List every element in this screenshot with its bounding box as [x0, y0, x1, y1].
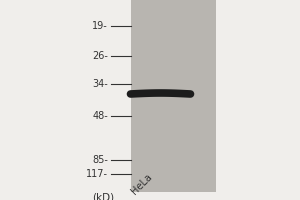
Text: 19-: 19-	[92, 21, 108, 31]
Bar	[130, 0, 216, 192]
Text: HeLa: HeLa	[129, 171, 154, 196]
Text: (kD): (kD)	[92, 192, 114, 200]
Text: 34-: 34-	[92, 79, 108, 89]
Text: 85-: 85-	[92, 155, 108, 165]
Text: 26-: 26-	[92, 51, 108, 61]
Text: 48-: 48-	[92, 111, 108, 121]
Text: 117-: 117-	[86, 169, 108, 179]
